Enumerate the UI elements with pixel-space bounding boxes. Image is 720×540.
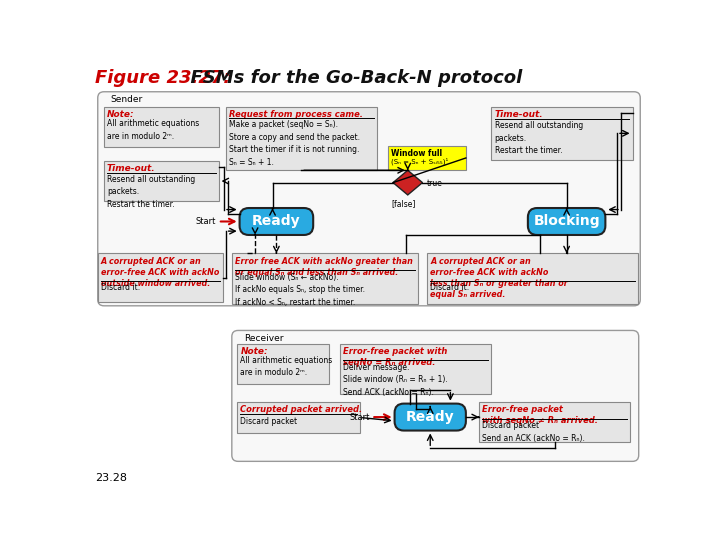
Text: Corrupted packet arrived.: Corrupted packet arrived. — [240, 405, 362, 414]
Text: 23.28: 23.28 — [94, 473, 127, 483]
Text: Window full: Window full — [392, 148, 443, 158]
Text: Figure 23.27:: Figure 23.27: — [94, 69, 230, 86]
FancyBboxPatch shape — [98, 92, 640, 306]
Text: Note:: Note: — [107, 110, 135, 119]
Bar — [104, 161, 219, 201]
Bar — [98, 253, 223, 302]
Bar — [388, 146, 466, 170]
Bar — [104, 107, 219, 147]
Text: Request from process came.: Request from process came. — [229, 110, 363, 119]
Bar — [479, 402, 630, 442]
Bar — [238, 402, 360, 433]
FancyBboxPatch shape — [528, 208, 606, 235]
FancyBboxPatch shape — [232, 330, 639, 461]
Bar — [225, 107, 377, 170]
Text: All arithmetic equations
are in modulo 2ᵐ.: All arithmetic equations are in modulo 2… — [240, 356, 333, 377]
Text: (Sₙ = Sₙ + Sₛᵢ₅₅)¹: (Sₙ = Sₙ + Sₛᵢ₅₅)¹ — [392, 157, 449, 165]
Text: Resend all outstanding
packets.
Restart the timer.: Resend all outstanding packets. Restart … — [107, 175, 195, 209]
Text: Error-free packet
with seqNo ≠ Rₙ arrived.: Error-free packet with seqNo ≠ Rₙ arrive… — [482, 405, 598, 425]
Text: Time-out.: Time-out. — [495, 110, 543, 119]
Text: Discard packet: Discard packet — [240, 417, 297, 426]
Text: A corrupted ACK or an
error-free ACK with ackNo
outside window arrived.: A corrupted ACK or an error-free ACK wit… — [101, 256, 219, 288]
Text: All arithmetic equations
are in modulo 2ᵐ.: All arithmetic equations are in modulo 2… — [107, 119, 199, 141]
Text: Discard it.: Discard it. — [431, 284, 469, 293]
Bar — [341, 343, 492, 394]
Text: Error free ACK with ackNo greater than
or equal Sₙ and less than Sₙ arrived.: Error free ACK with ackNo greater than o… — [235, 256, 413, 276]
Bar — [492, 107, 632, 159]
Text: A corrupted ACK or an
error-free ACK with ackNo
less than Sₙ or greater than or
: A corrupted ACK or an error-free ACK wit… — [431, 256, 568, 299]
Text: Discard packet
Send an ACK (ackNo = Rₙ).: Discard packet Send an ACK (ackNo = Rₙ). — [482, 421, 585, 443]
FancyBboxPatch shape — [240, 208, 313, 235]
Text: Start: Start — [196, 217, 216, 226]
Text: Resend all outstanding
packets.
Restart the timer.: Resend all outstanding packets. Restart … — [495, 121, 582, 155]
Text: Start: Start — [349, 413, 370, 422]
FancyBboxPatch shape — [395, 403, 466, 430]
Text: Note:: Note: — [240, 347, 268, 356]
Text: Slide window (Sₙ ← ackNo).
If ackNo equals Sₙ, stop the timer.
If ackNo < Sₙ, re: Slide window (Sₙ ← ackNo). If ackNo equa… — [235, 273, 365, 307]
Text: Time-out.: Time-out. — [107, 164, 156, 173]
Text: Ready: Ready — [406, 410, 454, 424]
Text: Discard it.: Discard it. — [101, 284, 140, 293]
Text: Make a packet (seqNo = Sₙ).
Store a copy and send the packet.
Start the timer if: Make a packet (seqNo = Sₙ). Store a copy… — [229, 120, 360, 167]
Bar — [427, 253, 638, 303]
Text: true: true — [426, 179, 442, 188]
Text: FSMs for the Go-Back-N protocol: FSMs for the Go-Back-N protocol — [178, 69, 522, 86]
Text: Receiver: Receiver — [244, 334, 284, 342]
Text: [false]: [false] — [392, 200, 416, 208]
Text: Deliver message.
Slide window (Rₙ = Rₙ + 1).
Send ACK (ackNo = Rₙ).: Deliver message. Slide window (Rₙ = Rₙ +… — [343, 363, 448, 397]
Text: Sender: Sender — [110, 95, 143, 104]
Bar — [238, 343, 329, 383]
Polygon shape — [393, 170, 423, 195]
Text: Blocking: Blocking — [534, 214, 600, 228]
Text: Ready: Ready — [252, 214, 301, 228]
Text: Error-free packet with
seqNo = Rₙ arrived.: Error-free packet with seqNo = Rₙ arrive… — [343, 347, 448, 367]
Bar — [232, 253, 418, 303]
